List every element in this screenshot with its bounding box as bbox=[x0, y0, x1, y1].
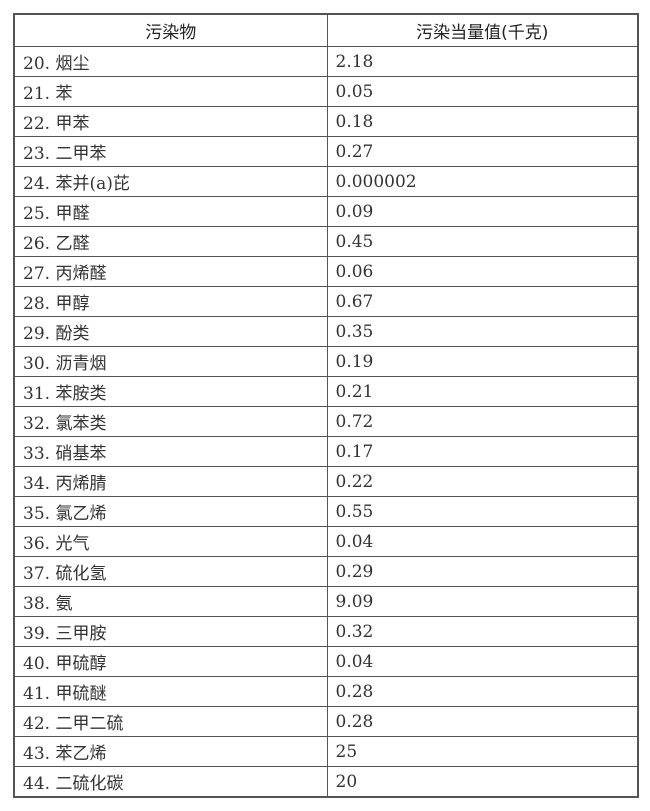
pollutant-cell: 21. 苯 bbox=[13, 76, 328, 107]
equivalent-value-cell: 0.000002 bbox=[326, 166, 639, 197]
table-row: 29. 酚类 0.35 bbox=[13, 316, 639, 347]
pollutant-cell: 41. 甲硫醚 bbox=[13, 676, 328, 707]
equivalent-value-cell: 0.17 bbox=[326, 436, 639, 467]
table-row: 37. 硫化氢 0.29 bbox=[13, 556, 639, 587]
table-row: 24. 苯并(a)芘 0.000002 bbox=[13, 166, 639, 197]
equivalent-value-cell: 0.05 bbox=[326, 76, 639, 107]
table-row: 38. 氨 9.09 bbox=[13, 586, 639, 617]
table-row: 28. 甲醇 0.67 bbox=[13, 286, 639, 317]
table-row: 36. 光气 0.04 bbox=[13, 526, 639, 557]
pollutant-cell: 43. 苯乙烯 bbox=[13, 736, 328, 767]
pollutant-cell: 29. 酚类 bbox=[13, 316, 328, 347]
pollutant-cell: 22. 甲苯 bbox=[13, 106, 328, 137]
pollutant-cell: 23. 二甲苯 bbox=[13, 136, 328, 167]
table-row: 35. 氯乙烯 0.55 bbox=[13, 496, 639, 527]
pollutant-cell: 44. 二硫化碳 bbox=[13, 766, 328, 798]
pollutant-cell: 36. 光气 bbox=[13, 526, 328, 557]
table-row: 44. 二硫化碳 20 bbox=[13, 766, 639, 798]
pollutant-cell: 38. 氨 bbox=[13, 586, 328, 617]
equivalent-value-cell: 0.28 bbox=[326, 676, 639, 707]
table-row: 22. 甲苯 0.18 bbox=[13, 106, 639, 137]
equivalent-value-cell: 2.18 bbox=[326, 46, 639, 77]
pollutant-cell: 32. 氯苯类 bbox=[13, 406, 328, 437]
table-row: 32. 氯苯类 0.72 bbox=[13, 406, 639, 437]
equivalent-value-cell: 0.32 bbox=[326, 616, 639, 647]
equivalent-value-cell: 0.19 bbox=[326, 346, 639, 377]
equivalent-value-cell: 0.45 bbox=[326, 226, 639, 257]
equivalent-value-cell: 0.28 bbox=[326, 706, 639, 737]
equivalent-value-cell: 0.04 bbox=[326, 646, 639, 677]
table-row: 20. 烟尘 2.18 bbox=[13, 46, 639, 77]
equivalent-value-cell: 0.55 bbox=[326, 496, 639, 527]
table-row: 43. 苯乙烯 25 bbox=[13, 736, 639, 767]
table-row: 40. 甲硫醇 0.04 bbox=[13, 646, 639, 677]
pollutant-cell: 27. 丙烯醛 bbox=[13, 256, 328, 287]
pollutant-cell: 37. 硫化氢 bbox=[13, 556, 328, 587]
pollutant-cell: 34. 丙烯腈 bbox=[13, 466, 328, 497]
equivalent-value-cell: 0.04 bbox=[326, 526, 639, 557]
pollutant-cell: 26. 乙醛 bbox=[13, 226, 328, 257]
equivalent-value-cell: 0.27 bbox=[326, 136, 639, 167]
pollutant-cell: 30. 沥青烟 bbox=[13, 346, 328, 377]
pollutant-cell: 25. 甲醛 bbox=[13, 196, 328, 227]
equivalent-value-cell: 0.09 bbox=[326, 196, 639, 227]
pollutant-cell: 24. 苯并(a)芘 bbox=[13, 166, 328, 197]
table-row: 31. 苯胺类 0.21 bbox=[13, 376, 639, 407]
header-pollutant: 污染物 bbox=[13, 13, 328, 47]
equivalent-value-cell: 0.29 bbox=[326, 556, 639, 587]
equivalent-value-cell: 0.22 bbox=[326, 466, 639, 497]
table-row: 34. 丙烯腈 0.22 bbox=[13, 466, 639, 497]
equivalent-value-cell: 0.67 bbox=[326, 286, 639, 317]
header-row: 污染物 污染当量值(千克) bbox=[13, 13, 639, 47]
equivalent-value-cell: 0.72 bbox=[326, 406, 639, 437]
pollutant-cell: 39. 三甲胺 bbox=[13, 616, 328, 647]
table-row: 41. 甲硫醚 0.28 bbox=[13, 676, 639, 707]
table-row: 39. 三甲胺 0.32 bbox=[13, 616, 639, 647]
equivalent-value-cell: 0.35 bbox=[326, 316, 639, 347]
pollutant-cell: 28. 甲醇 bbox=[13, 286, 328, 317]
pollutant-equivalent-table: 污染物 污染当量值(千克) 20. 烟尘 2.18 21. 苯 0.05 22. 甲苯 0… bbox=[13, 13, 639, 798]
table-row: 23. 二甲苯 0.27 bbox=[13, 136, 639, 167]
table-row: 21. 苯 0.05 bbox=[13, 76, 639, 107]
pollutant-cell: 35. 氯乙烯 bbox=[13, 496, 328, 527]
table-row: 33. 硝基苯 0.17 bbox=[13, 436, 639, 467]
pollutant-cell: 20. 烟尘 bbox=[13, 46, 328, 77]
equivalent-value-cell: 20 bbox=[326, 766, 639, 798]
table-row: 25. 甲醛 0.09 bbox=[13, 196, 639, 227]
pollutant-cell: 40. 甲硫醇 bbox=[13, 646, 328, 677]
pollutant-cell: 33. 硝基苯 bbox=[13, 436, 328, 467]
table-row: 26. 乙醛 0.45 bbox=[13, 226, 639, 257]
pollutant-cell: 31. 苯胺类 bbox=[13, 376, 328, 407]
equivalent-value-cell: 25 bbox=[326, 736, 639, 767]
table-row: 27. 丙烯醛 0.06 bbox=[13, 256, 639, 287]
pollutant-cell: 42. 二甲二硫 bbox=[13, 706, 328, 737]
table-row: 30. 沥青烟 0.19 bbox=[13, 346, 639, 377]
header-equivalent-value: 污染当量值(千克) bbox=[326, 13, 639, 47]
table-row: 42. 二甲二硫 0.28 bbox=[13, 706, 639, 737]
equivalent-value-cell: 0.21 bbox=[326, 376, 639, 407]
equivalent-value-cell: 0.18 bbox=[326, 106, 639, 137]
equivalent-value-cell: 0.06 bbox=[326, 256, 639, 287]
equivalent-value-cell: 9.09 bbox=[326, 586, 639, 617]
